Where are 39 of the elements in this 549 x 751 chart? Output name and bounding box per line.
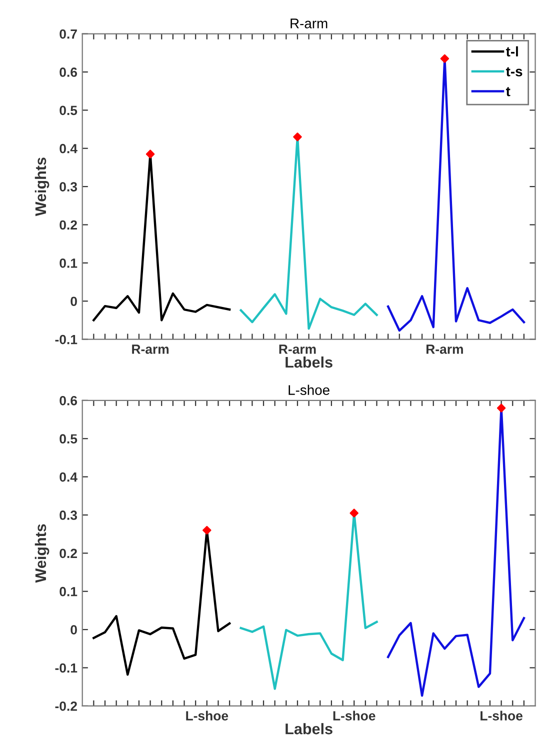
point — [146, 150, 155, 158]
x-tick-label: L-shoe — [480, 710, 522, 720]
chart-title: L-shoe — [288, 384, 330, 395]
y-tick-label: -0.2 — [55, 702, 77, 711]
y-tick-label: -0.1 — [55, 334, 78, 344]
y-axis-title: Weights — [34, 524, 50, 583]
y-tick-label: 0.7 — [60, 29, 77, 39]
point — [202, 526, 212, 535]
y-tick-label: 0.3 — [60, 182, 78, 192]
legend-label: t-l — [506, 46, 518, 56]
x-tick-label: L-shoe — [333, 710, 376, 720]
y-tick-label: 0.5 — [60, 106, 78, 116]
y-tick-label: 0.5 — [60, 434, 78, 444]
x-tick-label: R-arm — [279, 344, 316, 354]
y-tick-label: 0.2 — [60, 220, 77, 230]
y-tick-label: 0.6 — [60, 68, 78, 77]
y-tick-label: 0.4 — [60, 144, 78, 154]
y-tick-label: 0 — [70, 625, 77, 634]
y-tick-label: 0.3 — [60, 510, 78, 520]
point — [293, 132, 302, 142]
x-axis-title: Labels — [286, 356, 332, 368]
y-tick-label: 0 — [70, 296, 77, 306]
y-tick-label: 0.4 — [60, 472, 78, 482]
y-axis-title: Weights — [34, 158, 50, 216]
x-axis-title: Labels — [286, 723, 332, 734]
legend-label: t-s — [506, 67, 522, 76]
y-tick-label: -0.1 — [55, 663, 78, 673]
point — [350, 508, 358, 518]
y-tick-label: 0.1 — [60, 258, 78, 268]
legend-label: t — [506, 87, 510, 96]
y-tick-label: 0.2 — [60, 548, 77, 558]
x-tick-label: L-shoe — [186, 710, 228, 720]
y-tick-label: 0.1 — [60, 586, 78, 596]
x-tick-label: R-arm — [426, 344, 463, 354]
x-tick-label: R-arm — [132, 344, 169, 354]
chart-title: R-arm — [290, 18, 328, 28]
point — [440, 54, 450, 63]
point — [496, 404, 506, 412]
y-tick-label: 0.6 — [60, 396, 78, 406]
